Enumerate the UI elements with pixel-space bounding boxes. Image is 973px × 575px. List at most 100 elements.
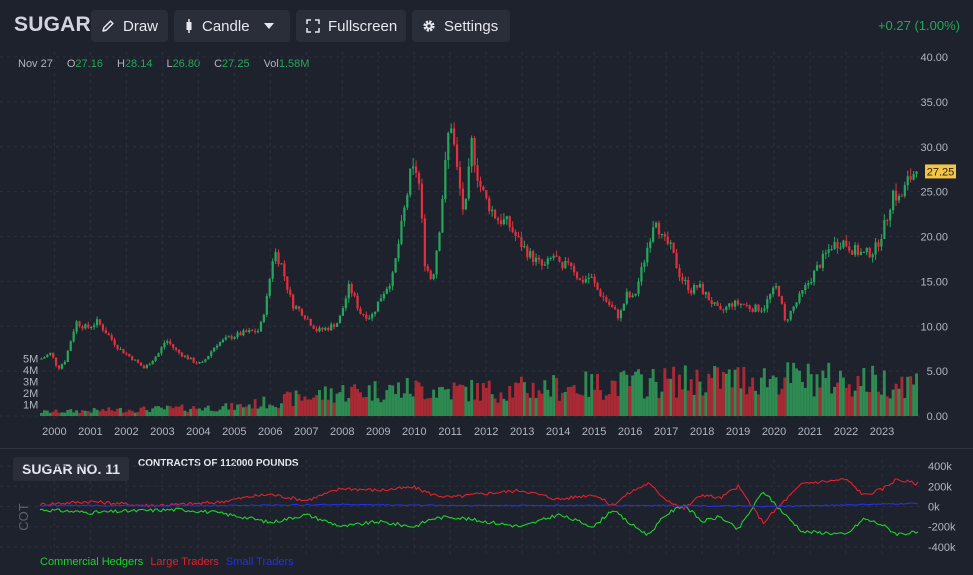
candle-body <box>810 282 813 284</box>
volume-bar <box>821 370 825 416</box>
volume-bar <box>268 404 272 416</box>
volume-bar <box>461 384 465 416</box>
volume-tick-label: 4M <box>23 365 38 377</box>
price-tick-label: 10.00 <box>920 321 948 333</box>
cot-tick-label: 200k <box>928 481 952 493</box>
candle-body <box>652 227 655 242</box>
price-tick-label: 40.00 <box>920 52 948 64</box>
candle-body <box>69 341 72 351</box>
volume-bar <box>119 407 122 416</box>
volume-bar <box>63 412 67 416</box>
candle-body <box>514 232 517 236</box>
candle-body <box>643 262 646 267</box>
volume-bar <box>484 387 488 416</box>
volume-bar <box>57 412 61 416</box>
volume-bar <box>596 373 599 416</box>
volume-bar <box>429 397 433 416</box>
cot-tick-label: 0k <box>928 501 940 513</box>
volume-bar <box>511 397 515 416</box>
volume-bar <box>915 373 918 416</box>
candle-body <box>707 292 710 301</box>
volume-bar <box>798 370 801 416</box>
volume-bar <box>297 394 301 416</box>
volume-bar <box>856 375 860 416</box>
candle-body <box>695 285 699 288</box>
volume-bar <box>157 406 160 416</box>
volume-bar <box>672 366 676 416</box>
volume-bar <box>177 406 181 416</box>
candle-body <box>795 302 798 307</box>
price-chart[interactable]: 40.00 35.00 30.00 25.00 20.00 15.00 10.00 5.00 0… <box>0 50 973 445</box>
volume-bar <box>490 394 494 416</box>
candle-body <box>666 236 669 244</box>
candle-type-button[interactable]: Candle <box>174 10 290 42</box>
candle-body <box>871 254 874 258</box>
volume-bar <box>689 379 693 416</box>
price-tick-label: 5.00 <box>927 366 948 378</box>
volume-bar <box>716 367 719 416</box>
candle-body <box>789 310 792 320</box>
settings-label: Settings <box>444 17 499 35</box>
volume-bar <box>48 412 52 416</box>
volume-bar <box>841 377 845 416</box>
candle-body <box>417 172 421 184</box>
candle-body <box>335 323 339 327</box>
cot-tick-label: 400k <box>928 461 952 473</box>
candle-body <box>590 276 593 278</box>
candle-body <box>136 359 140 363</box>
volume-bar <box>654 381 658 416</box>
candle-body <box>502 219 505 224</box>
volume-bar <box>86 411 90 416</box>
volume-bar <box>239 404 242 416</box>
pane-divider[interactable] <box>0 448 973 449</box>
volume-bar <box>438 387 441 416</box>
fullscreen-button[interactable]: Fullscreen <box>296 10 406 42</box>
candle-body <box>634 293 637 296</box>
candle-body <box>862 251 865 253</box>
candle-body <box>218 342 222 346</box>
volume-bar <box>206 405 210 416</box>
volume-bar <box>435 397 439 416</box>
candle-body <box>912 173 915 180</box>
year-tick-label: 2006 <box>258 426 282 438</box>
candle-body <box>154 356 157 361</box>
candle-body <box>447 132 450 160</box>
volume-bar <box>203 407 207 416</box>
volume-bar <box>721 372 725 416</box>
candle-body <box>432 274 435 279</box>
candle-body <box>909 176 912 180</box>
candle-body <box>488 198 491 212</box>
volume-bar <box>809 374 813 416</box>
volume-bar <box>762 368 766 416</box>
candle-body <box>637 281 640 294</box>
volume-bar <box>657 397 661 416</box>
volume-bar <box>531 382 535 416</box>
year-tick-label: 2021 <box>798 426 822 438</box>
settings-button[interactable]: Settings <box>412 10 510 42</box>
volume-bar <box>642 398 646 416</box>
volume-bar <box>838 370 842 416</box>
candle-body <box>169 341 172 345</box>
candle-body <box>836 241 839 249</box>
draw-button[interactable]: Draw <box>91 10 168 42</box>
volume-bar <box>104 411 108 416</box>
candle-body <box>201 361 204 363</box>
candle-body <box>277 252 280 265</box>
candle-body <box>669 242 672 244</box>
ohlc-open: O27.16 <box>66 58 103 70</box>
volume-bar <box>318 390 321 416</box>
candle-body <box>704 292 707 295</box>
candle-body <box>163 342 166 348</box>
candle-body <box>450 128 453 133</box>
volume-bar <box>833 386 837 416</box>
candle-body <box>192 357 195 363</box>
candle-body <box>596 282 599 290</box>
year-tick-label: 2019 <box>726 426 750 438</box>
volume-bar <box>423 399 427 416</box>
legend-small-traders: Small Traders <box>225 556 294 568</box>
candle-body <box>145 365 148 369</box>
volume-bar <box>783 377 787 416</box>
year-tick-label: 2016 <box>618 426 642 438</box>
cot-chart[interactable]: 400k 200k 0k -200k -400k COT <box>0 455 973 555</box>
volume-bar <box>253 399 257 416</box>
